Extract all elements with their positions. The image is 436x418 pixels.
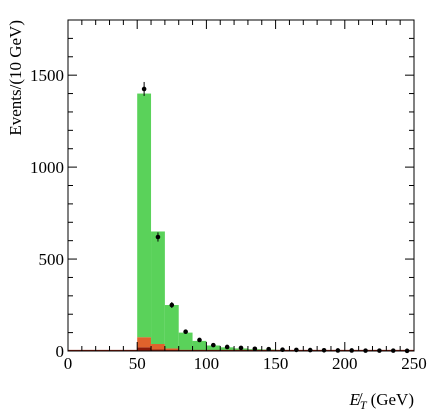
x-axis-label: E̸T (GeV) [349,390,415,412]
bar-series2-bin-70 [164,305,179,349]
bar-series2-bin-100 [206,345,221,351]
stacked-histogram-bars [68,93,414,352]
data-point-55 [141,81,147,96]
data-point-115 [224,344,230,350]
x-tick-label-250: 250 [401,354,427,373]
marker-195 [335,348,341,353]
data-point-125 [238,345,244,351]
marker-65 [155,234,161,240]
y-tick-label-0: 0 [56,342,65,361]
plot-frame [67,19,415,352]
x-axis-label-unit: (GeV) [371,390,414,409]
x-tick-label-50: 50 [129,354,146,373]
marker-85 [183,329,188,334]
marker-175 [307,347,313,353]
x-tick-label-0: 0 [64,354,73,373]
marker-125 [238,345,244,351]
marker-115 [224,344,230,350]
bar-series1-bin-70 [164,348,179,351]
marker-105 [211,342,216,348]
data-point-185 [321,347,327,353]
y-tick-label-1500: 1500 [30,66,64,85]
data-point-95 [197,337,202,343]
x-axis-label-symbol: E̸ [349,390,363,409]
bar-series2-bin-90 [192,340,207,351]
data-point-145 [266,346,271,352]
x-tick-label-200: 200 [332,354,358,373]
marker-165 [294,347,299,353]
x-axis-ticks: 0 50 100 150 200 250 [64,20,427,373]
y-axis-ticks: 0 500 1000 1500 [30,19,414,361]
marker-95 [197,337,202,343]
marker-145 [266,346,271,352]
data-point-85 [183,329,188,334]
data-point-75 [169,302,175,308]
marker-75 [169,302,175,308]
y-axis-label: Events/(10 GeV) [6,20,25,136]
bar-series2-bin-60 [151,231,165,345]
x-tick-label-100: 100 [194,354,220,373]
y-tick-label-500: 500 [39,250,65,269]
data-point-175 [307,347,313,353]
bar-series1-bin-60 [151,344,165,350]
marker-135 [252,346,258,352]
bar-series2-bin-80 [178,332,193,350]
data-points [141,81,410,354]
bar-series0-bin-50 [137,347,152,351]
data-point-135 [252,346,258,352]
y-tick-label-1000: 1000 [30,158,64,177]
data-point-205 [349,348,355,353]
marker-55 [141,86,147,92]
data-point-65 [155,232,161,242]
x-tick-label-150: 150 [263,354,289,373]
data-point-195 [335,348,341,353]
data-point-105 [211,342,216,348]
data-point-165 [294,347,299,353]
bar-series1-bin-50 [137,337,152,348]
x-axis-label-subscript: T [360,398,368,412]
marker-185 [321,347,327,353]
marker-205 [349,348,355,353]
bar-series2-bin-50 [137,93,152,338]
